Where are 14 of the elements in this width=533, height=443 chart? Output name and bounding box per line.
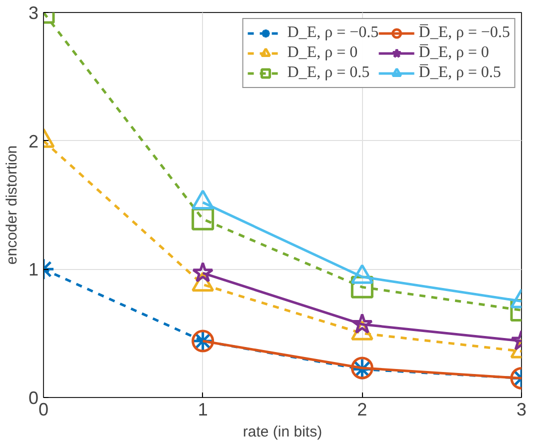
- legend-label: D_E, ρ = 0.5: [287, 64, 370, 82]
- legend-label: D̅_E, ρ = 0: [418, 44, 489, 62]
- y-tick-label: 2: [28, 131, 39, 152]
- x-tick-label: 1: [198, 400, 208, 420]
- legend-label: D̅_E, ρ = 0.5: [418, 64, 501, 82]
- x-tick-label: 2: [357, 400, 368, 420]
- x-axis-title: rate (in bits): [242, 424, 322, 440]
- y-axis-title: encoder distortion: [3, 145, 20, 265]
- legend-label: D̅_E, ρ = −0.5: [418, 24, 510, 42]
- x-tick-label: 3: [516, 400, 527, 420]
- legend-label: D_E, ρ = 0: [287, 44, 358, 62]
- legend-label: D_E, ρ = −0.5: [287, 24, 379, 42]
- y-tick-label: 3: [28, 3, 39, 23]
- y-tick-label: 1: [28, 260, 39, 280]
